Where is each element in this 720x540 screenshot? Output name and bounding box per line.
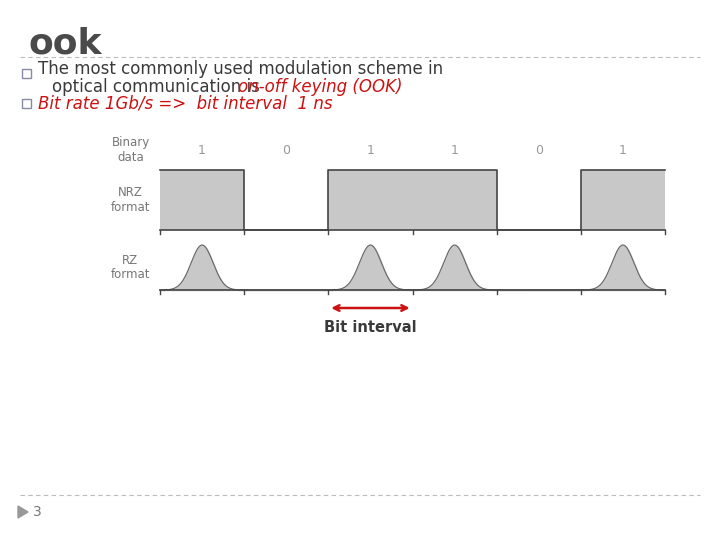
Text: 0: 0 — [282, 144, 290, 157]
Text: 1: 1 — [198, 144, 206, 157]
Bar — [581, 170, 665, 230]
Text: optical communication is: optical communication is — [52, 78, 265, 96]
Bar — [413, 170, 497, 230]
Bar — [22, 99, 31, 108]
Text: on-off keying (OOK): on-off keying (OOK) — [238, 78, 402, 96]
Bar — [160, 170, 244, 230]
Text: The most commonly used modulation scheme in: The most commonly used modulation scheme… — [38, 60, 443, 78]
Text: Binary
data: Binary data — [112, 136, 150, 164]
Text: 1: 1 — [451, 144, 459, 157]
Text: ook: ook — [28, 27, 102, 61]
Text: NRZ
format: NRZ format — [110, 186, 150, 214]
Text: 1: 1 — [619, 144, 627, 157]
Bar — [328, 170, 413, 230]
Text: 1: 1 — [366, 144, 374, 157]
Polygon shape — [18, 506, 28, 518]
Text: 0: 0 — [535, 144, 543, 157]
Text: 3: 3 — [33, 505, 42, 519]
Text: Bit rate 1Gb/s =>  bit interval  1 ns: Bit rate 1Gb/s => bit interval 1 ns — [38, 94, 333, 112]
Text: RZ
format: RZ format — [110, 253, 150, 281]
Bar — [22, 69, 31, 78]
Text: Bit interval: Bit interval — [324, 320, 417, 335]
